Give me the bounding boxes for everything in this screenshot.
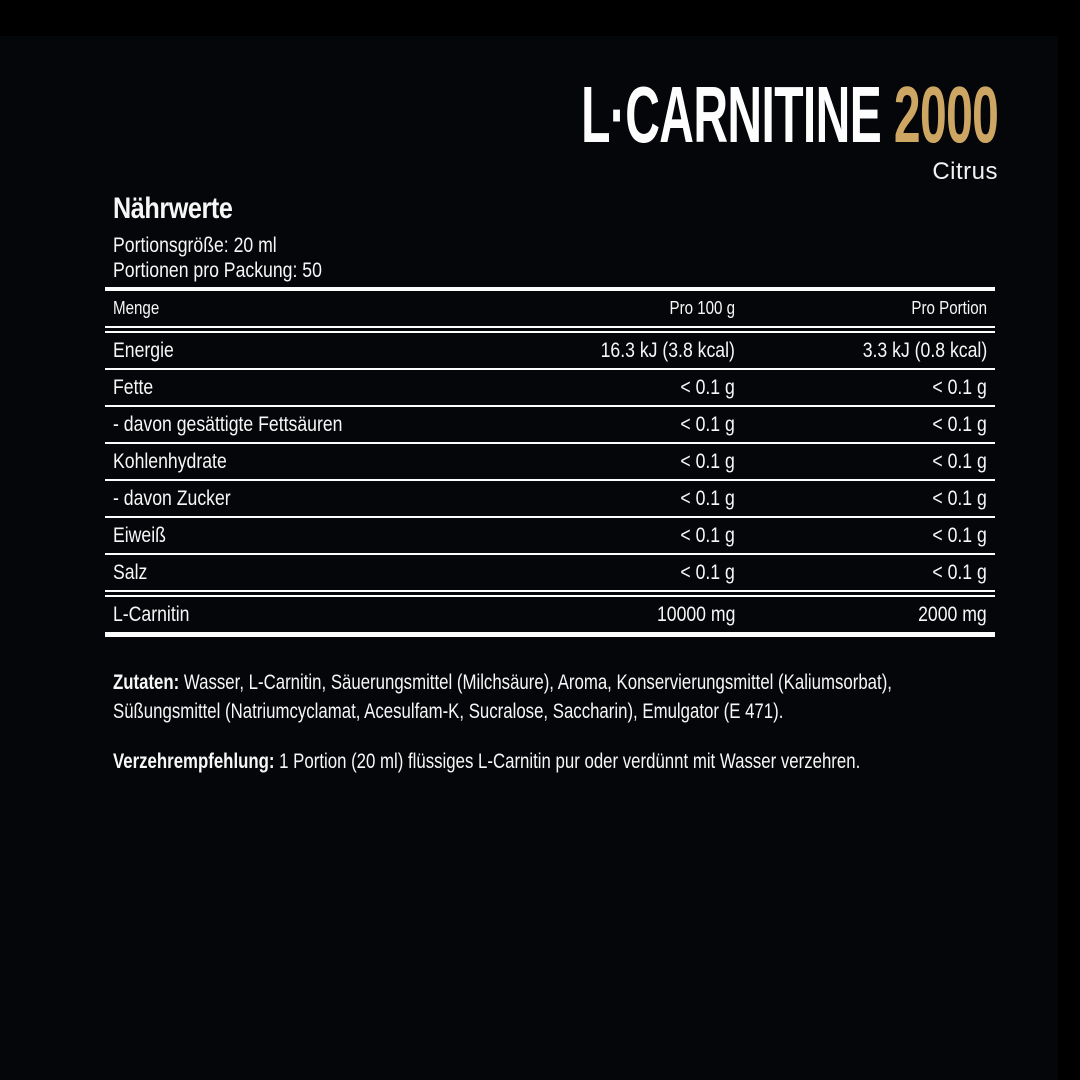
product-title: L·CARNITINE 2000 <box>581 75 999 155</box>
ingredients-line2: Süßungsmittel (Natriumcyclamat, Acesulfa… <box>113 700 784 723</box>
table-row: Salz < 0.1 g < 0.1 g <box>105 555 995 590</box>
column-header-pro-portion: Pro Portion <box>911 298 987 318</box>
column-header-pro-100g: Pro 100 g <box>669 298 735 318</box>
lcarnitin-separator-rule <box>105 590 995 597</box>
table-top-rule <box>105 287 995 291</box>
row-label: Eiweiß <box>113 523 166 547</box>
table-row: Energie 16.3 kJ (3.8 kcal) 3.3 kJ (0.8 k… <box>105 333 995 368</box>
row-label: Kohlenhydrate <box>113 449 227 473</box>
table-header-row: Menge Pro 100 g Pro Portion <box>105 291 995 326</box>
row-portion: < 0.1 g <box>932 523 987 547</box>
product-title-number: 2000 <box>893 70 999 159</box>
row-separator <box>105 405 995 407</box>
table-bottom-rule <box>105 632 995 637</box>
directions-text: 1 Portion (20 ml) flüssiges L-Carnitin p… <box>274 750 861 773</box>
nutrition-table: Menge Pro 100 g Pro Portion Energie 16.3… <box>105 287 995 637</box>
table-row: Fette < 0.1 g < 0.1 g <box>105 370 995 405</box>
row-portion: < 0.1 g <box>932 375 987 399</box>
table-row: - davon gesättigte Fettsäuren < 0.1 g < … <box>105 407 995 442</box>
product-title-block: L·CARNITINE 2000 Citrus <box>303 75 999 186</box>
row-portion: < 0.1 g <box>932 486 987 510</box>
row-per100: < 0.1 g <box>680 486 735 510</box>
ingredients-paragraph: Zutaten: Wasser, L-Carnitin, Säuerungsmi… <box>113 668 1080 726</box>
row-per100: < 0.1 g <box>680 449 735 473</box>
table-row: Eiweiß < 0.1 g < 0.1 g <box>105 518 995 553</box>
top-letterbox-bar <box>0 0 1080 36</box>
row-label: - davon gesättigte Fettsäuren <box>113 412 343 436</box>
nutrition-heading-text: Nährwerte <box>113 192 233 225</box>
row-separator <box>105 368 995 370</box>
row-portion: < 0.1 g <box>932 560 987 584</box>
column-header-menge: Menge <box>113 298 160 318</box>
row-portion: < 0.1 g <box>932 449 987 473</box>
right-letterbox-bar <box>1058 0 1080 1080</box>
ingredients-line1: Wasser, L-Carnitin, Säuerungsmittel (Mil… <box>179 671 892 694</box>
row-per100: < 0.1 g <box>680 560 735 584</box>
serving-size: Portionsgröße: 20 ml <box>113 234 277 257</box>
row-portion: 2000 mg <box>918 602 987 626</box>
serving-info: Portionsgröße: 20 ml Portionen pro Packu… <box>113 233 362 283</box>
header-separator-rule <box>105 326 995 333</box>
product-title-main: L·CARNITINE <box>580 70 882 159</box>
nutrition-heading: Nährwerte <box>113 192 255 226</box>
product-flavor: Citrus <box>932 158 998 185</box>
row-label: L-Carnitin <box>113 602 190 626</box>
row-portion: < 0.1 g <box>932 412 987 436</box>
row-per100: 16.3 kJ (3.8 kcal) <box>600 338 735 362</box>
directions-label: Verzehrempfehlung: <box>113 750 275 773</box>
row-separator <box>105 442 995 444</box>
row-separator <box>105 553 995 555</box>
row-label: Energie <box>113 338 174 362</box>
row-label: Salz <box>113 560 148 584</box>
servings-per-pack: Portionen pro Packung: 50 <box>113 259 322 282</box>
row-label: Fette <box>113 375 154 399</box>
row-per100: 10000 mg <box>656 602 735 626</box>
row-per100: < 0.1 g <box>680 375 735 399</box>
row-separator <box>105 479 995 481</box>
directions-paragraph: Verzehrempfehlung: 1 Portion (20 ml) flü… <box>113 747 1047 776</box>
table-row: - davon Zucker < 0.1 g < 0.1 g <box>105 481 995 516</box>
ingredients-label: Zutaten: <box>113 671 180 694</box>
table-row: L-Carnitin 10000 mg 2000 mg <box>105 597 995 632</box>
table-row: Kohlenhydrate < 0.1 g < 0.1 g <box>105 444 995 479</box>
row-label: - davon Zucker <box>113 486 231 510</box>
row-per100: < 0.1 g <box>680 523 735 547</box>
row-portion: 3.3 kJ (0.8 kcal) <box>862 338 987 362</box>
row-per100: < 0.1 g <box>680 412 735 436</box>
row-separator <box>105 516 995 518</box>
